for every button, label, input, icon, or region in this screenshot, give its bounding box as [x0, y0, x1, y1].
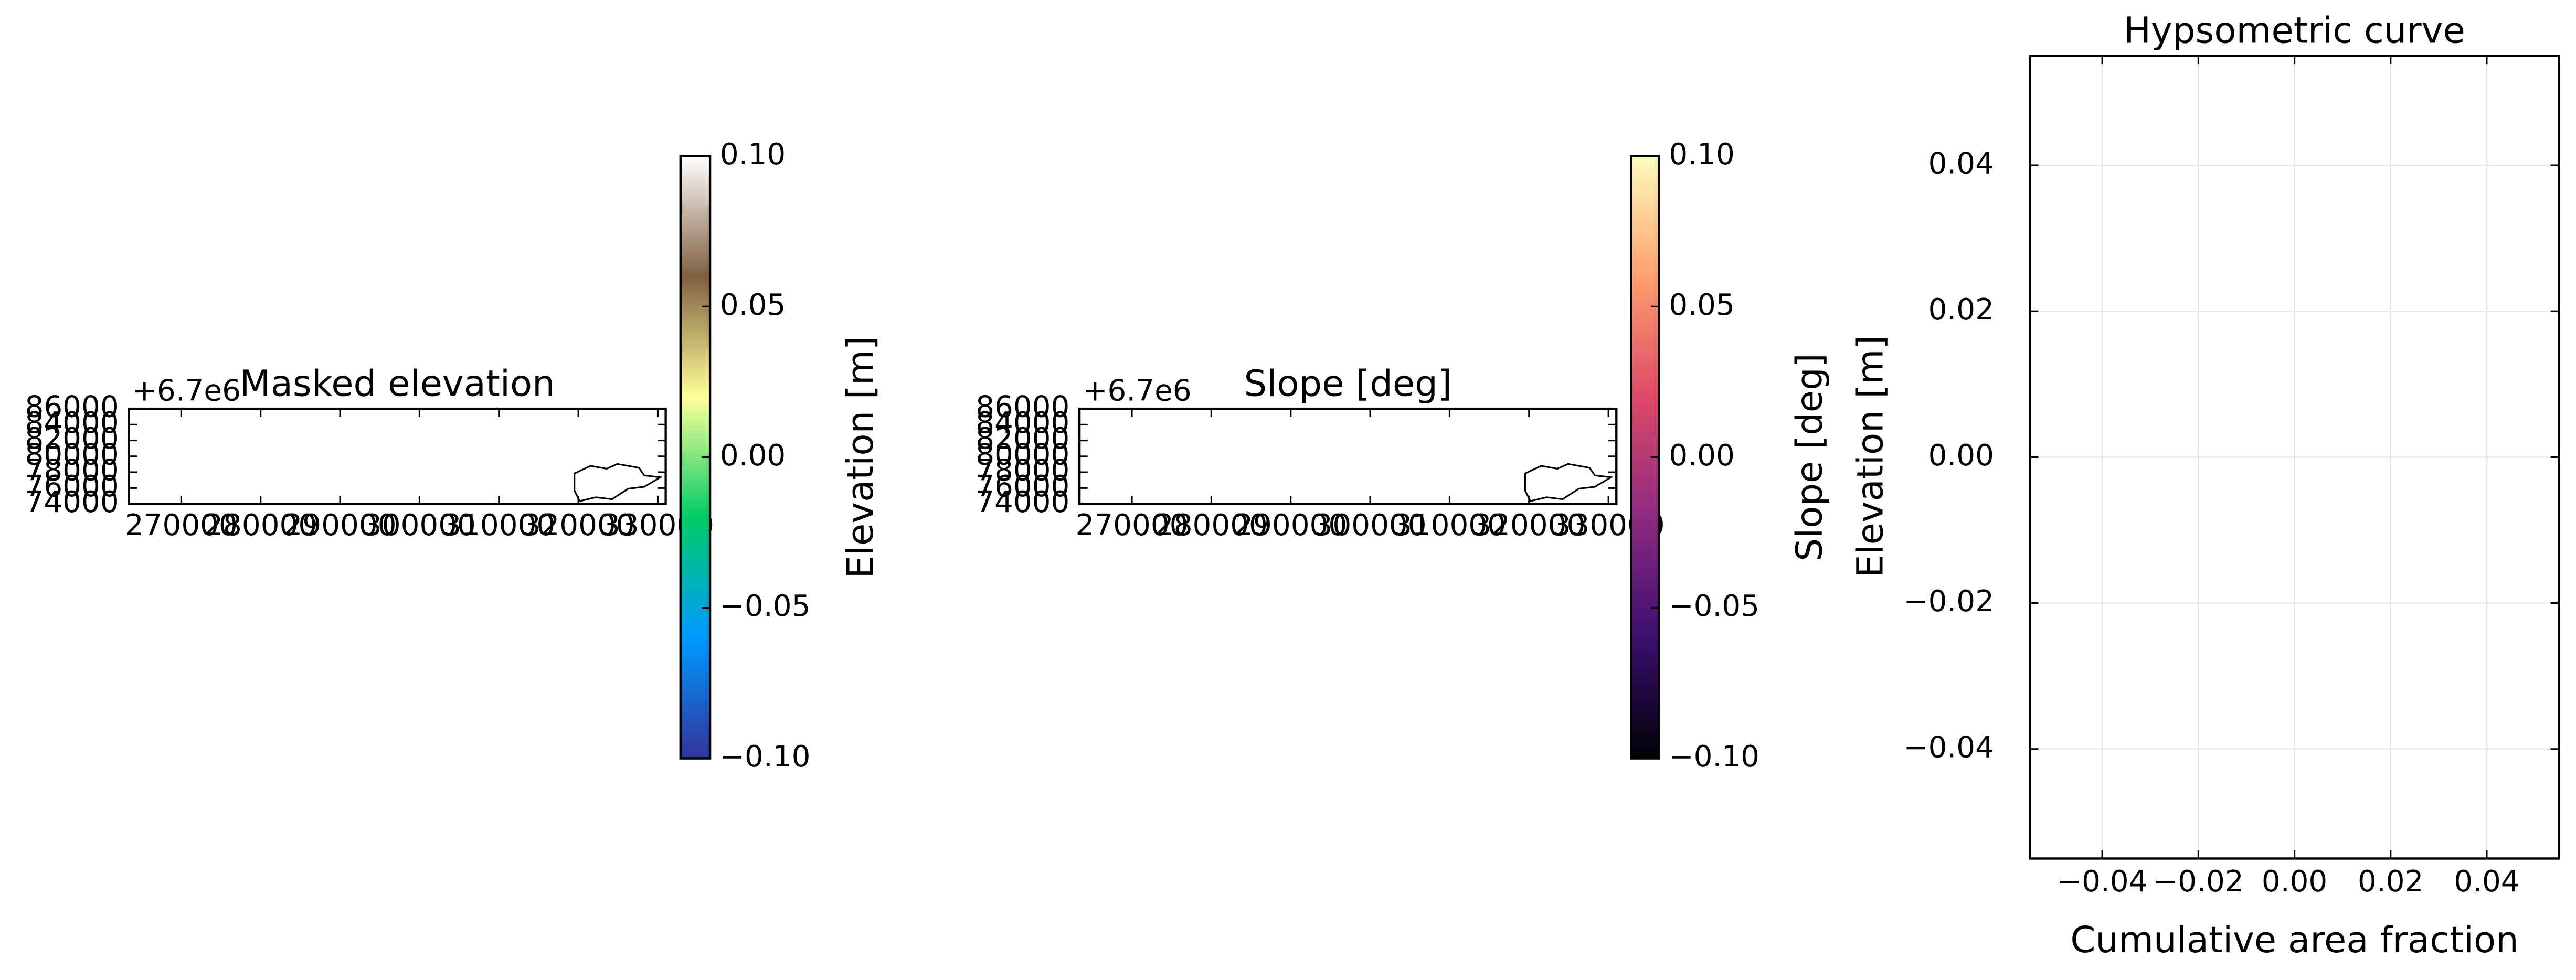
x-tick-label: 270000 — [125, 508, 238, 542]
offset-label: +6.7e6 — [1083, 374, 1191, 408]
axes-title: Masked elevation — [239, 363, 555, 404]
colorbar-tick-label: −0.10 — [720, 740, 811, 774]
colorbar-tick-label: 0.05 — [1669, 288, 1734, 322]
colorbar-tick-label: 0.10 — [1669, 137, 1734, 172]
colorbar-tick-label: −0.05 — [720, 589, 811, 623]
offset-label: +6.7e6 — [132, 374, 241, 408]
x-tick-label: 280000 — [1155, 508, 1268, 542]
y-tick-label: 80000 — [976, 438, 1069, 472]
x-tick-label: 290000 — [284, 508, 397, 542]
y-tick-label: 0.00 — [1928, 439, 1994, 473]
colorbar-tick-label: −0.05 — [1669, 589, 1759, 623]
x-tick-label: 320000 — [1472, 508, 1585, 542]
axes-title: Slope [deg] — [1244, 363, 1452, 404]
x-tick-label: 0.00 — [2262, 865, 2327, 899]
x-tick-label: 300000 — [363, 508, 476, 542]
y-tick-label: 76000 — [976, 470, 1069, 504]
axes-frame — [2029, 55, 2560, 860]
y-tick-label: 84000 — [25, 406, 119, 440]
x-tick-label: 290000 — [1234, 508, 1347, 542]
y-tick-label: 74000 — [976, 485, 1069, 519]
axes-frame — [128, 407, 667, 505]
colorbar-tick-label: −0.10 — [1669, 740, 1759, 774]
x-tick-label: 0.04 — [2454, 865, 2519, 899]
axes-title: Hypsometric curve — [2124, 10, 2465, 52]
x-tick-label: 0.02 — [2358, 865, 2423, 899]
y-tick-label: 74000 — [25, 485, 119, 519]
y-axis-label: Elevation [m] — [1849, 335, 1891, 578]
outline — [574, 463, 663, 502]
y-tick-label: 86000 — [25, 390, 119, 424]
y-tick-label: 80000 — [25, 438, 119, 472]
x-tick-label: 270000 — [1076, 508, 1189, 542]
outline — [1524, 463, 1614, 502]
x-tick-label: 310000 — [442, 508, 555, 542]
x-tick-label: −0.04 — [2057, 865, 2148, 899]
y-tick-label: 78000 — [976, 454, 1069, 488]
y-tick-label: −0.04 — [1903, 730, 1994, 764]
y-tick-label: 76000 — [25, 470, 119, 504]
y-tick-label: 84000 — [976, 406, 1069, 440]
y-tick-label: 82000 — [25, 422, 119, 456]
x-axis-label: Cumulative area fraction — [2070, 919, 2518, 961]
y-tick-label: −0.02 — [1903, 584, 1994, 619]
colorbar-tick-label: 0.00 — [1669, 439, 1734, 473]
colorbar-tick-label: 0.00 — [720, 439, 786, 473]
colorbar-label: Elevation [m] — [840, 336, 882, 578]
y-tick-label: 0.02 — [1928, 293, 1994, 327]
x-tick-label: 300000 — [1314, 508, 1427, 542]
axes-frame — [1078, 407, 1618, 505]
x-tick-label: −0.02 — [2153, 865, 2244, 899]
colorbar-label: Slope [deg] — [1789, 353, 1831, 561]
colorbar-tick-label: 0.05 — [720, 288, 786, 322]
x-tick-label: 280000 — [204, 508, 317, 542]
y-tick-label: 82000 — [976, 422, 1069, 456]
x-tick-label: 320000 — [522, 508, 635, 542]
y-tick-label: 86000 — [976, 390, 1069, 424]
y-tick-label: 78000 — [25, 454, 119, 488]
x-tick-label: 310000 — [1393, 508, 1506, 542]
y-tick-label: 0.04 — [1928, 147, 1994, 181]
colorbar-tick-label: 0.10 — [720, 137, 786, 172]
